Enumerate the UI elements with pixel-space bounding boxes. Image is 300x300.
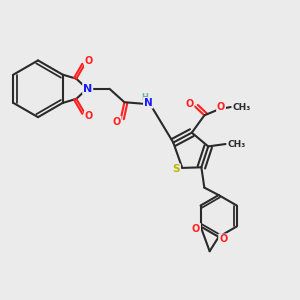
Text: CH₃: CH₃: [232, 103, 250, 112]
Text: CH₃: CH₃: [227, 140, 245, 148]
Text: H: H: [141, 93, 148, 102]
Text: O: O: [85, 111, 93, 121]
Text: O: O: [219, 234, 227, 244]
Text: O: O: [217, 102, 225, 112]
Text: N: N: [144, 98, 153, 108]
Text: O: O: [112, 117, 121, 127]
Text: S: S: [172, 164, 180, 174]
Text: O: O: [185, 99, 194, 109]
Text: N: N: [83, 84, 92, 94]
Text: O: O: [85, 56, 93, 66]
Text: O: O: [192, 224, 200, 234]
